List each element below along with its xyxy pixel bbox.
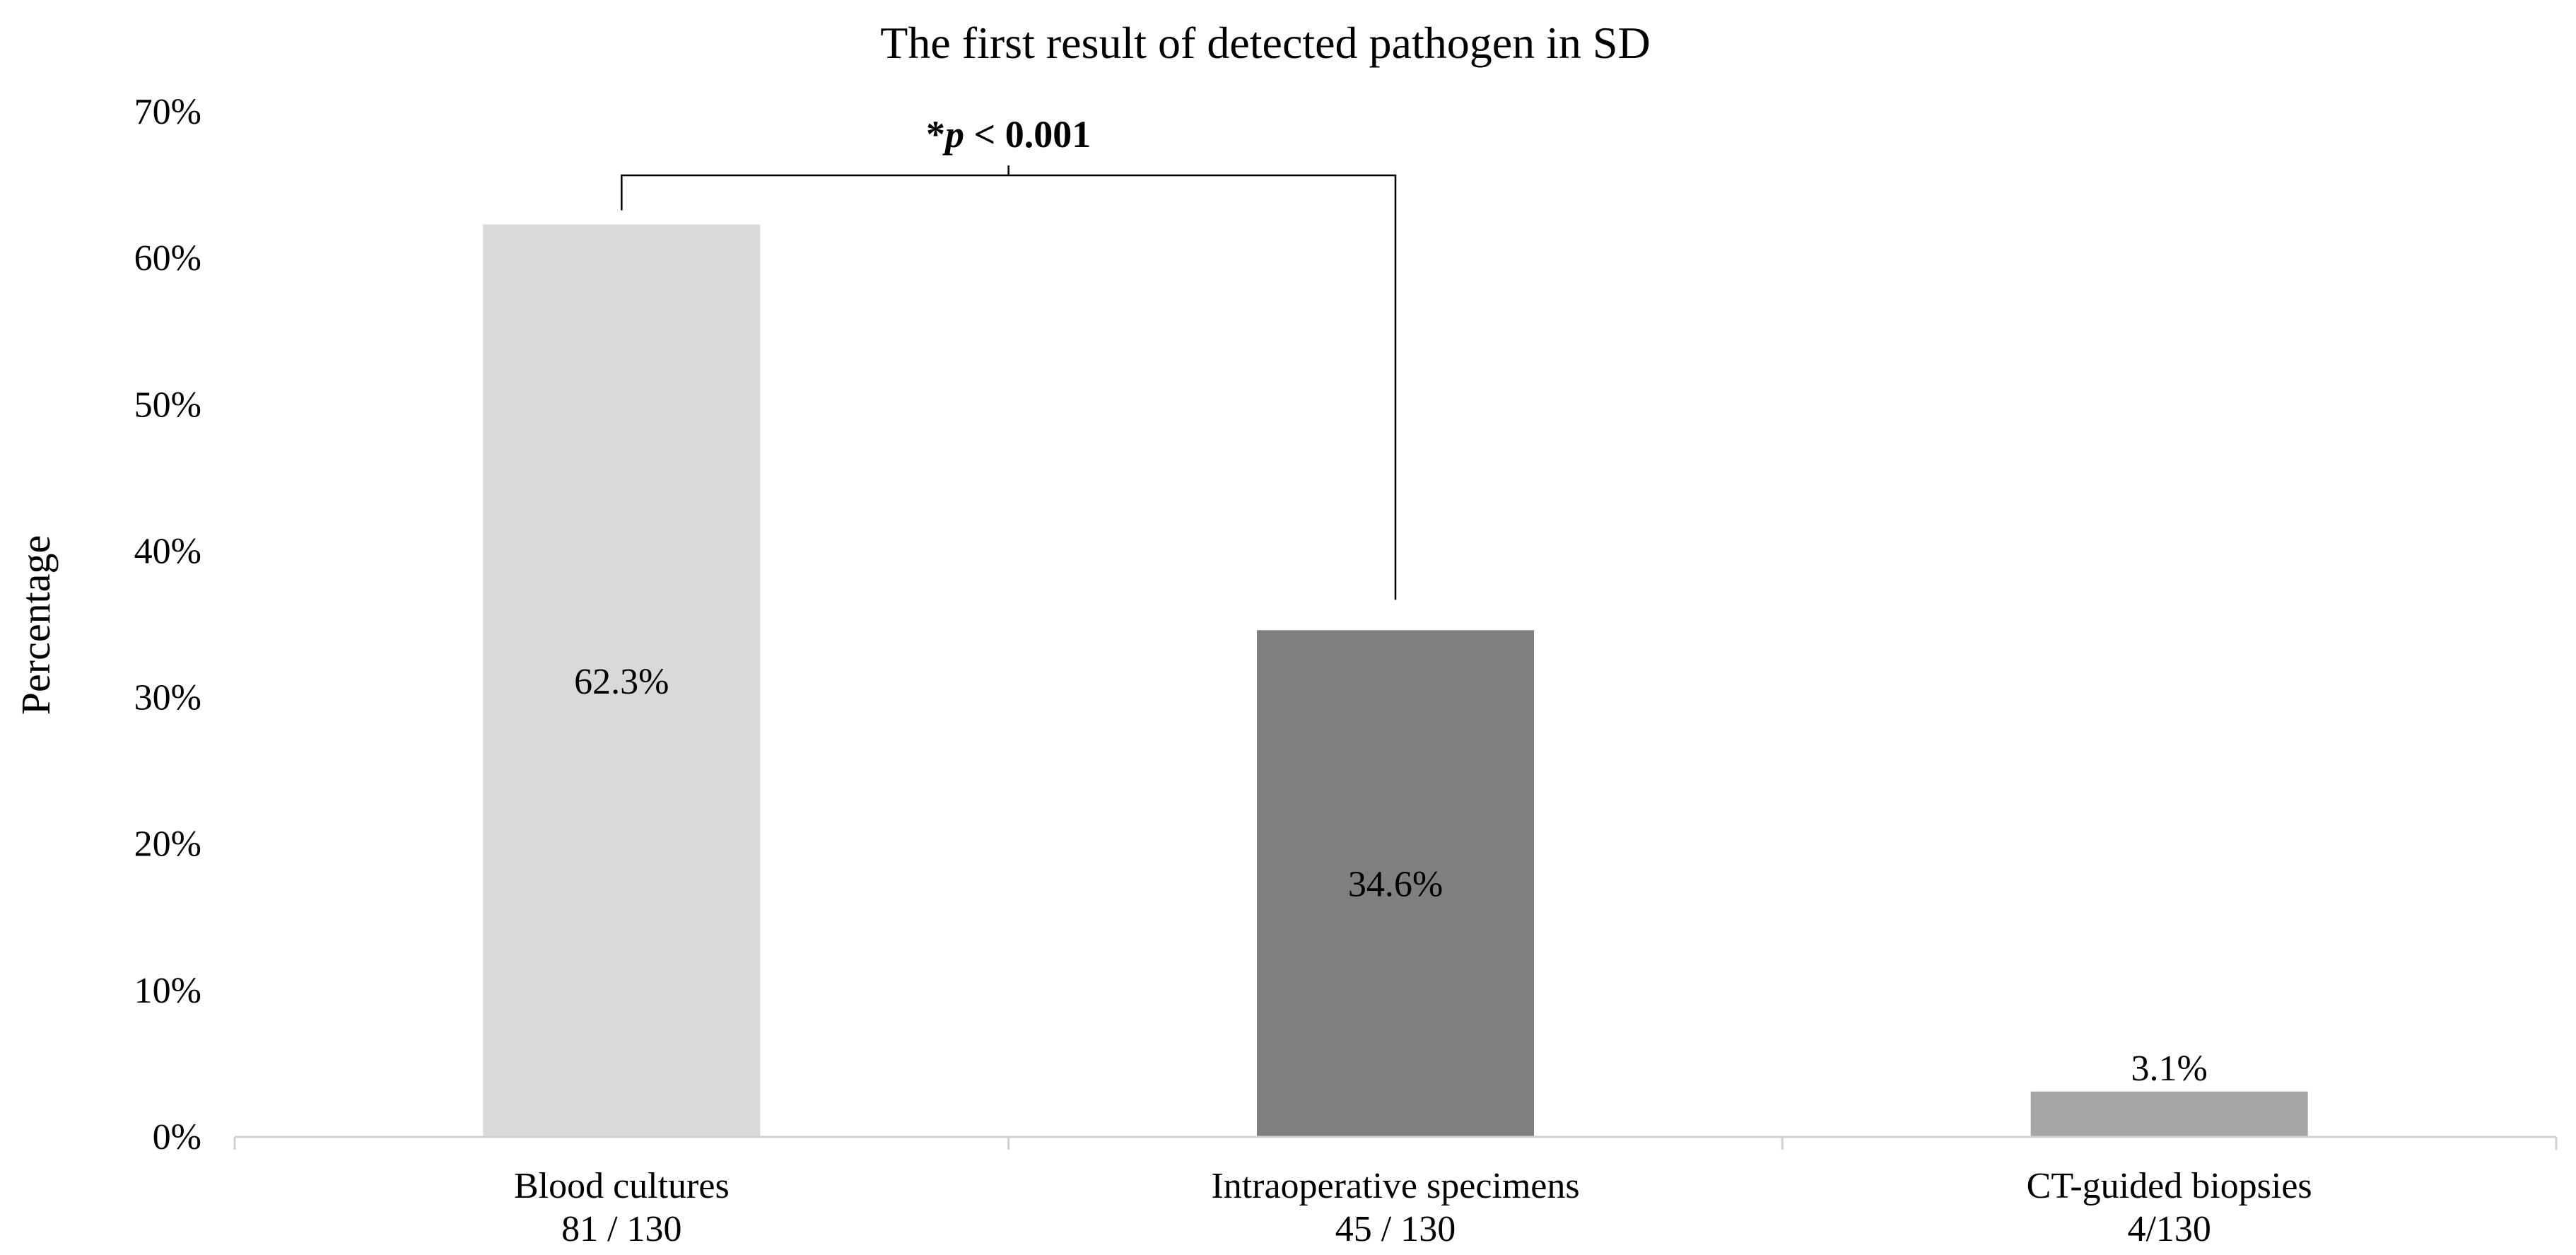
category-label: Intraoperative specimens xyxy=(1211,1166,1579,1206)
y-axis-label: Percentage xyxy=(13,535,59,715)
y-tick-label: 20% xyxy=(134,824,201,865)
chart-title: The first result of detected pathogen in… xyxy=(880,18,1650,68)
bar-value-label: 34.6% xyxy=(1348,865,1443,905)
bars: 62.3% 34.6% 3.1% xyxy=(483,224,2308,1137)
significance-p-symbol: p xyxy=(942,113,964,156)
y-tick-label: 30% xyxy=(134,678,201,718)
category-label: Blood cultures xyxy=(514,1166,730,1206)
y-tick-label: 0% xyxy=(153,1117,201,1157)
category-count-label: 81 / 130 xyxy=(561,1209,681,1249)
bar xyxy=(2030,1091,2308,1137)
bar xyxy=(483,224,761,1137)
bar xyxy=(1257,630,1534,1137)
category-count-label: 45 / 130 xyxy=(1335,1209,1456,1249)
category-label: CT-guided biopsies xyxy=(2027,1166,2312,1206)
y-tick-label: 50% xyxy=(134,385,201,425)
bar-value-label: 62.3% xyxy=(574,662,669,702)
y-tick-label: 40% xyxy=(134,531,201,571)
y-tick-label: 10% xyxy=(134,971,201,1011)
significance-bracket: *p < 0.001 xyxy=(621,113,1397,600)
y-axis-ticks: 0% 10% 20% 30% 40% 50% 60% 70% xyxy=(134,92,201,1157)
y-tick-label: 70% xyxy=(134,92,201,132)
significance-value: < 0.001 xyxy=(964,113,1091,156)
category-count-label: 4/130 xyxy=(2127,1209,2211,1249)
significance-prefix: * xyxy=(926,113,945,156)
y-tick-label: 60% xyxy=(134,238,201,279)
significance-label: *p < 0.001 xyxy=(926,113,1091,156)
bar-value-label: 3.1% xyxy=(2131,1049,2208,1089)
